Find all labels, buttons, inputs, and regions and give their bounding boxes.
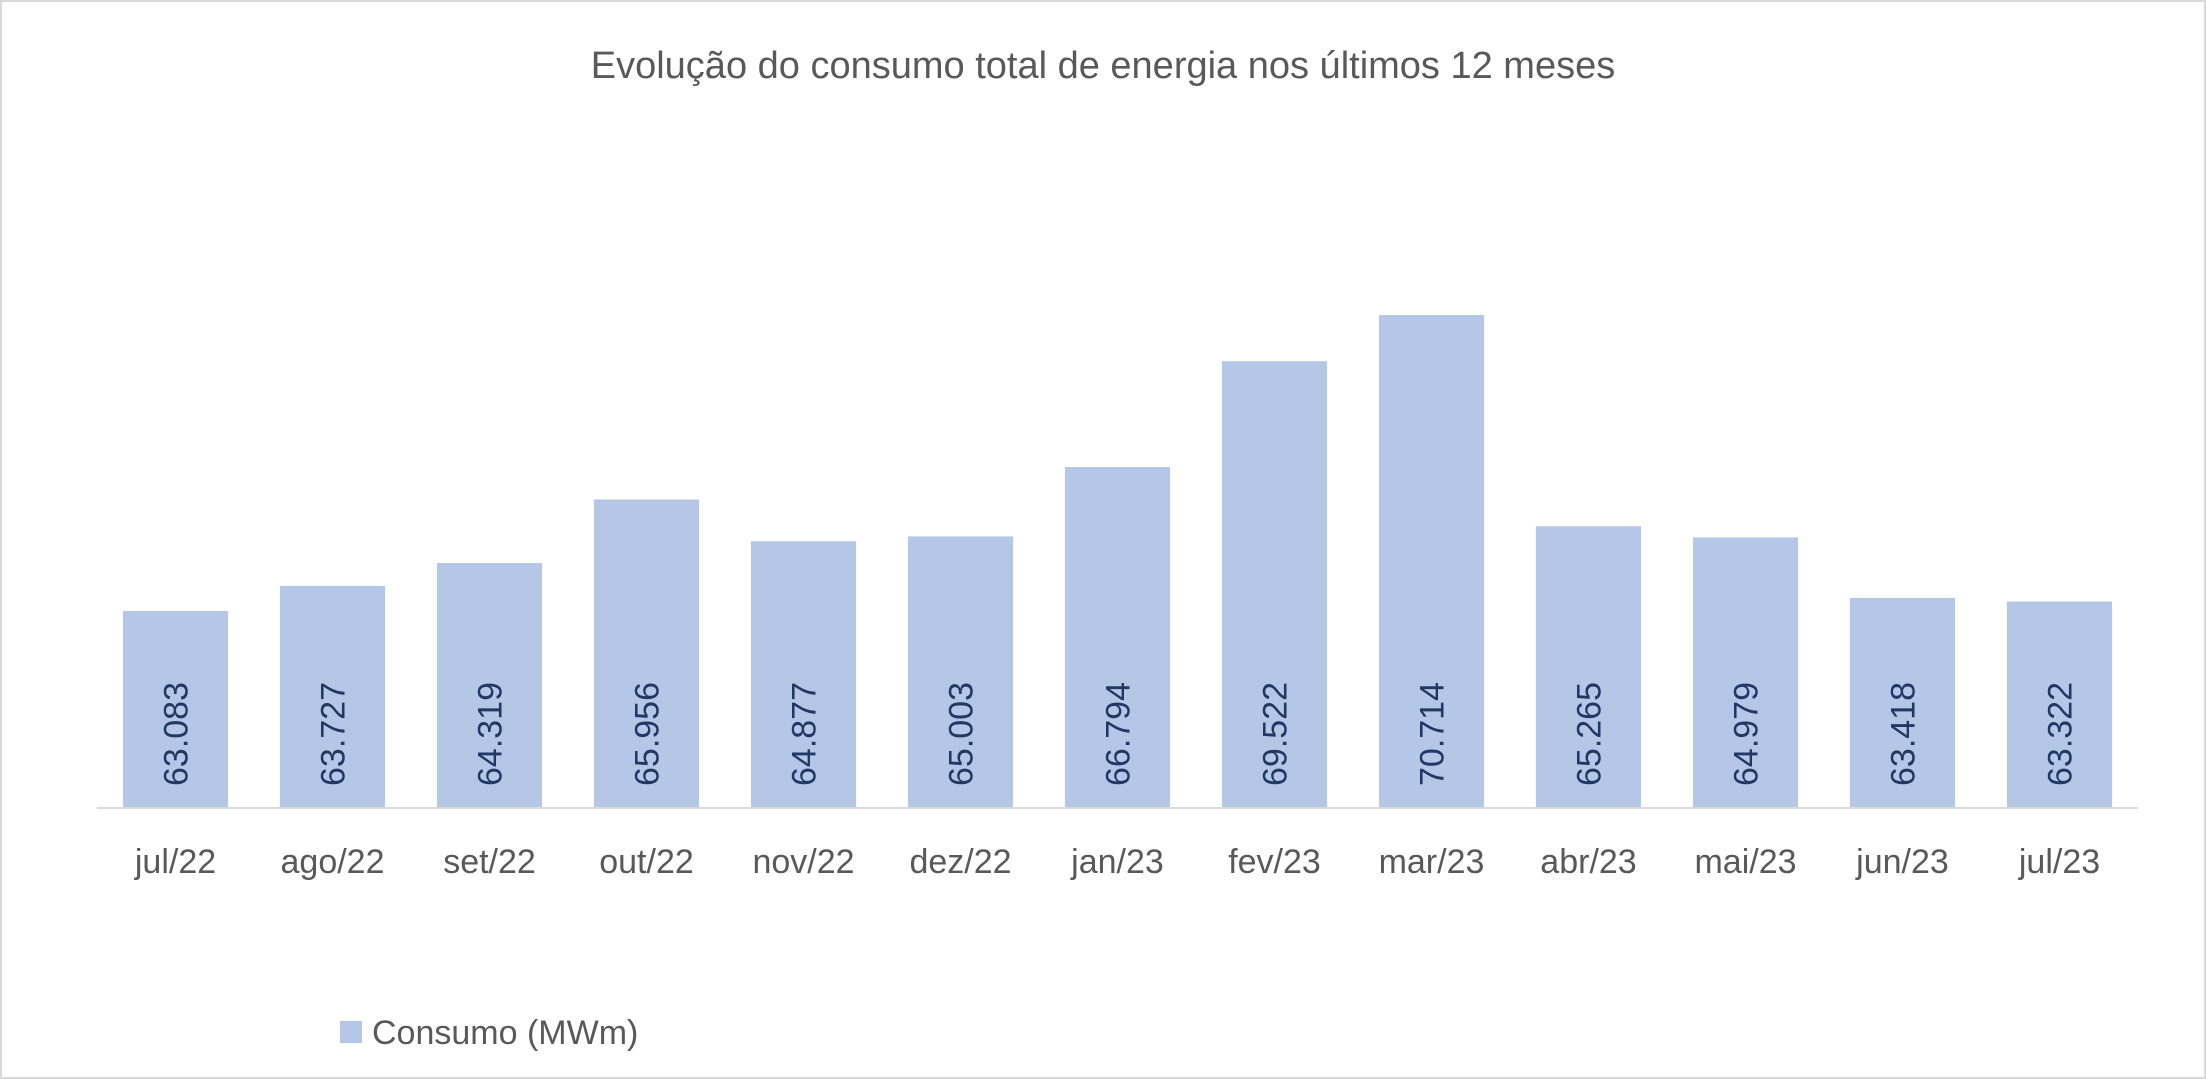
x-tick-labels: jul/22 ago/22 set/22 out/22 nov/22 dez/22 jan/…	[134, 843, 2100, 881]
x-tick-jul-22: jul/22	[134, 843, 216, 881]
bar-fev-23	[1221, 361, 1328, 808]
bar-dez-22	[907, 536, 1014, 808]
x-tick-nov-22: nov/22	[752, 843, 854, 881]
bar-jul-23	[2006, 601, 2113, 808]
x-tick-jun-23: jun/23	[1855, 843, 1949, 881]
data-label-jun-23: 63.418	[1885, 682, 1923, 786]
data-label-mai-23: 64.979	[1728, 682, 1766, 786]
bar-nov-22	[750, 541, 857, 808]
bar-ago-22	[279, 585, 386, 808]
data-label-jul-22: 63.083	[158, 682, 196, 786]
bar-mar-23	[1378, 315, 1485, 808]
bar-abr-23	[1535, 526, 1642, 808]
data-label-dez-22: 65.003	[943, 682, 981, 786]
x-tick-ago-22: ago/22	[281, 843, 385, 881]
legend-label: Consumo (MWm)	[372, 1014, 638, 1052]
data-label-abr-23: 65.265	[1571, 682, 1609, 786]
x-tick-mar-23: mar/23	[1379, 843, 1485, 881]
bar-mai-23	[1692, 537, 1799, 808]
chart-title: Evolução do consumo total de energia nos…	[591, 45, 1615, 87]
x-tick-jan-23: jan/23	[1070, 843, 1164, 881]
bar-jun-23	[1849, 597, 1956, 808]
bars-group	[122, 315, 2113, 808]
x-tick-dez-22: dez/22	[909, 843, 1011, 881]
legend: Consumo (MWm)	[340, 1014, 638, 1052]
data-label-out-22: 65.956	[629, 682, 667, 786]
data-label-ago-22: 63.727	[315, 682, 353, 786]
bar-out-22	[593, 499, 700, 808]
x-tick-fev-23: fev/23	[1228, 843, 1321, 881]
data-label-jan-23: 66.794	[1100, 682, 1138, 786]
bar-set-22	[436, 563, 543, 808]
bar-jul-22	[122, 610, 229, 808]
x-tick-mai-23: mai/23	[1694, 843, 1796, 881]
data-label-mar-23: 70.714	[1414, 682, 1452, 786]
legend-swatch	[340, 1021, 362, 1043]
bar-jan-23	[1064, 467, 1171, 808]
x-tick-abr-23: abr/23	[1540, 843, 1636, 881]
data-label-fev-23: 69.522	[1257, 682, 1295, 786]
data-label-nov-22: 64.877	[786, 682, 824, 786]
x-tick-jul-23: jul/23	[2018, 843, 2100, 881]
x-tick-set-22: set/22	[443, 843, 536, 881]
data-label-set-22: 64.319	[472, 682, 510, 786]
data-labels-group: 63.083 63.727 64.319 65.956 64.877 65.003 66.7…	[158, 682, 2080, 786]
x-tick-out-22: out/22	[599, 843, 694, 881]
data-label-jul-23: 63.322	[2042, 682, 2080, 786]
